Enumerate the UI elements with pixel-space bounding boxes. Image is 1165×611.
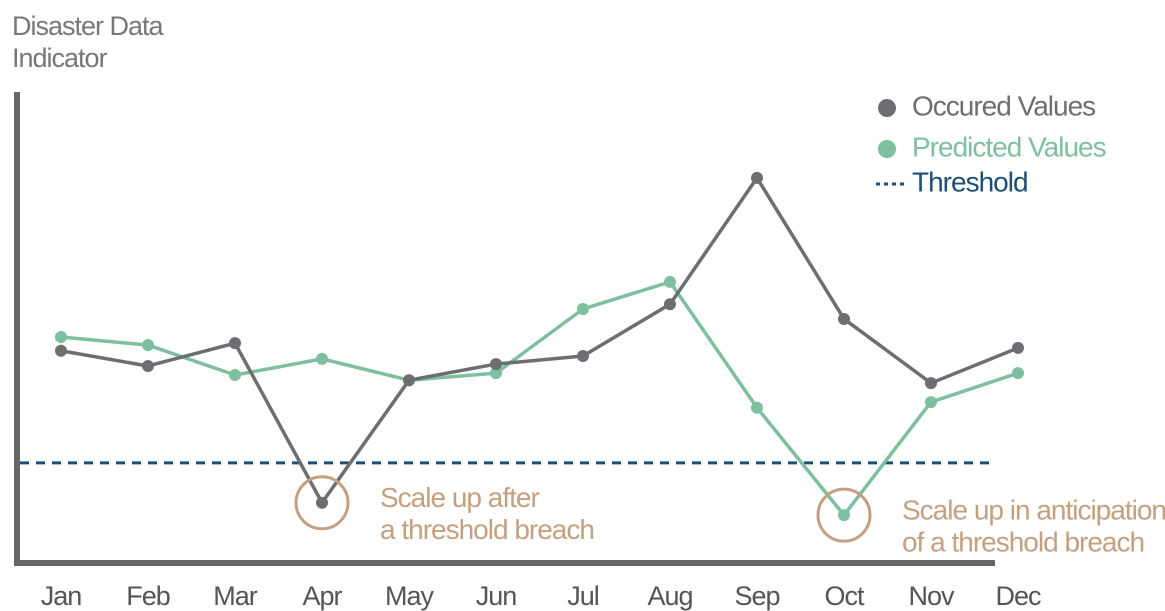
data-point [229,369,241,381]
x-tick-label: Oct [824,581,865,611]
data-point [577,350,589,362]
chart-title: Disaster Data [12,11,165,41]
data-point [664,298,676,311]
data-point [490,367,502,380]
data-point [577,302,589,315]
x-tick-label: Jun [476,581,517,611]
x-tick-label: Apr [302,581,342,611]
data-point [316,352,328,365]
annotation-text: Scale up in anticipation [902,495,1165,526]
chart-title: Indicator [12,43,108,73]
data-point [751,401,763,414]
data-point [664,275,676,288]
data-point [1012,367,1024,380]
data-point [403,374,415,387]
data-point [142,359,154,372]
x-tick-label: Nov [908,581,955,611]
data-point [142,339,154,352]
data-point [55,331,67,343]
annotation-circle [816,487,872,543]
legend-label: Threshold [912,166,1028,197]
x-tick-label: May [385,581,435,611]
legend-label: Occured Values [912,90,1095,121]
series-line [60,176,1019,505]
data-point [925,396,937,409]
x-tick-label: Jan [41,581,82,611]
data-point [229,337,241,350]
data-point [838,312,850,325]
data-point [925,377,937,390]
data-point [55,344,67,357]
annotation-circle [294,475,350,531]
x-tick-label: Feb [126,581,170,611]
x-tick-label: Aug [647,581,692,611]
data-point [490,358,502,371]
x-tick-label: Jul [567,581,599,611]
x-tick-label: Sep [734,581,779,611]
data-point [838,509,850,522]
legend-marker [878,99,896,117]
legend-marker [878,140,896,158]
data-point [751,171,763,184]
series-line [60,280,1019,517]
data-point [316,496,328,509]
annotation-text: of a threshold breach [902,527,1144,558]
data-point [1012,341,1024,354]
x-tick-label: Mar [213,581,258,611]
annotation-text: Scale up after [380,482,539,513]
annotation-text: a threshold breach [380,514,594,545]
legend-label: Predicted Values [912,131,1106,162]
x-tick-label: Dec [995,581,1041,611]
